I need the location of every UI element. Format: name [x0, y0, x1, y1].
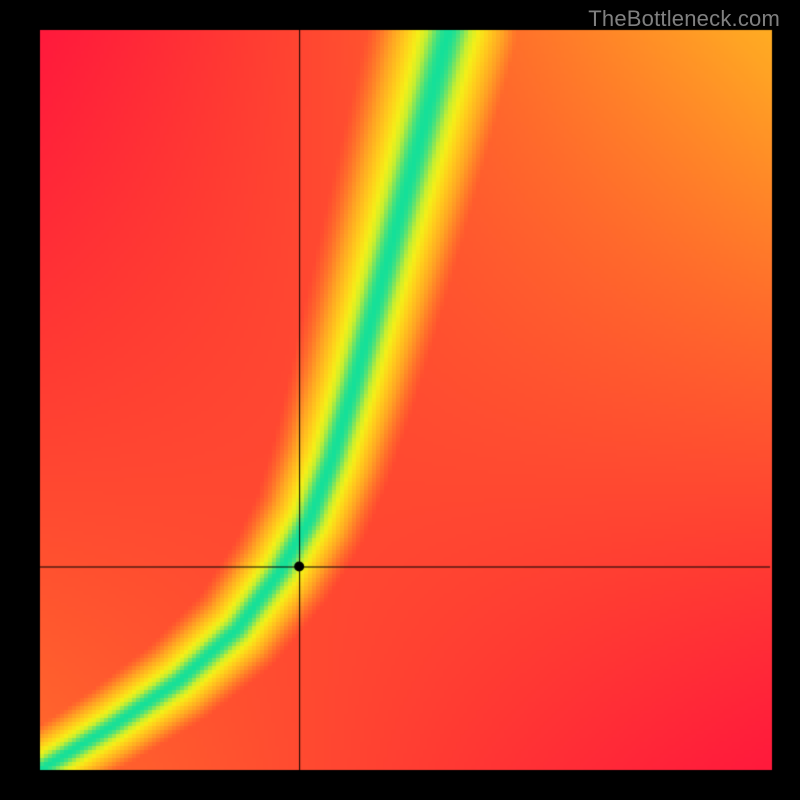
chart-container: TheBottleneck.com [0, 0, 800, 800]
heatmap-canvas [0, 0, 800, 800]
watermark-text: TheBottleneck.com [588, 6, 780, 32]
